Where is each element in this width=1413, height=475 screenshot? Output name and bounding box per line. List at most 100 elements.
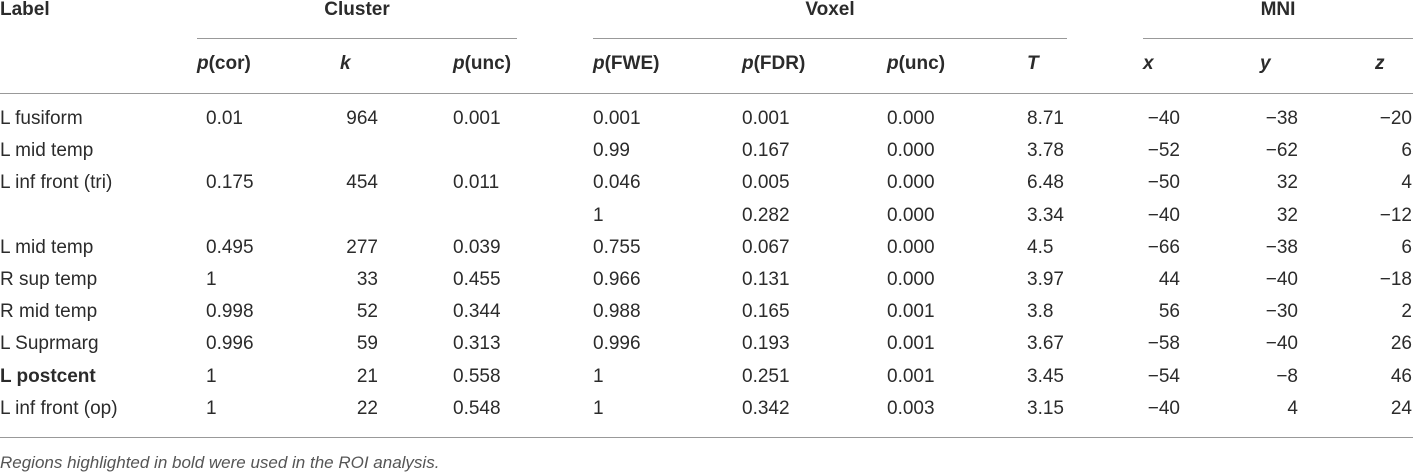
- cell: −50: [1147, 172, 1180, 194]
- column-var: p: [742, 53, 754, 74]
- cell: −20: [1379, 108, 1412, 129]
- cell: 0.003: [887, 397, 935, 419]
- cell: 454: [346, 172, 378, 194]
- cell: 3.78: [1027, 140, 1064, 162]
- cell: 2: [1401, 301, 1412, 323]
- cell: 0.165: [742, 301, 790, 323]
- cell: 0.193: [742, 333, 790, 355]
- column-header: x: [1143, 53, 1154, 75]
- cell: 1: [593, 204, 604, 226]
- group-rule: [593, 38, 1067, 39]
- group-header: Voxel: [805, 0, 855, 20]
- cell: 0.001: [593, 108, 641, 129]
- group-rule: [1143, 38, 1413, 39]
- column-var: p: [197, 53, 209, 74]
- row-label: L postcent: [0, 365, 96, 387]
- cell: 3.15: [1027, 397, 1064, 419]
- cell: −38: [1265, 236, 1298, 258]
- cell: 59: [356, 333, 378, 355]
- cell: 0.000: [887, 204, 935, 226]
- column-var: k: [340, 53, 351, 74]
- cell: −38: [1265, 108, 1298, 129]
- cell: −40: [1265, 269, 1298, 290]
- cell: 44: [1158, 269, 1180, 290]
- column-header: p(unc): [887, 53, 945, 75]
- cell: 0.039: [453, 236, 501, 258]
- cell: 0.99: [593, 140, 630, 162]
- column-suffix: (FWE): [604, 53, 660, 74]
- cell: 33: [356, 269, 378, 290]
- cell: 277: [346, 236, 378, 258]
- row-label: R sup temp: [0, 269, 98, 290]
- cell: 3.34: [1027, 204, 1064, 226]
- row-label: L Suprmarg: [0, 333, 99, 355]
- cell: 0.548: [453, 397, 501, 419]
- cell: 0.998: [206, 301, 254, 323]
- header-rule: [0, 93, 1413, 94]
- cell: −62: [1265, 140, 1298, 162]
- column-header: p(FDR): [742, 53, 805, 75]
- column-var: y: [1260, 53, 1271, 74]
- cell: 0.001: [742, 108, 790, 129]
- cell: 3.45: [1027, 365, 1064, 387]
- cell: −12: [1379, 204, 1412, 226]
- cell: −40: [1147, 108, 1180, 129]
- column-suffix: (unc): [464, 53, 512, 74]
- cell: 0.996: [593, 333, 641, 355]
- cell: 52: [356, 301, 378, 323]
- cell: 0.005: [742, 172, 790, 194]
- column-header: y: [1260, 53, 1271, 75]
- cell: 0.000: [887, 172, 935, 194]
- cell: 0.495: [206, 236, 254, 258]
- column-header: z: [1375, 53, 1385, 75]
- cell: 0.046: [593, 172, 641, 194]
- column-header: k: [340, 53, 351, 75]
- cell: 32: [1276, 172, 1298, 194]
- cell: 1: [206, 365, 217, 387]
- cell: −40: [1265, 333, 1298, 355]
- cell: 0.011: [453, 172, 500, 194]
- cell: 0.251: [742, 365, 790, 387]
- cell: 6: [1401, 236, 1412, 258]
- cell: −54: [1147, 365, 1180, 387]
- cell: 0.000: [887, 108, 935, 129]
- cell: 32: [1276, 204, 1298, 226]
- cell: 6.48: [1027, 172, 1064, 194]
- cell: −30: [1265, 301, 1298, 323]
- cell: 0.455: [453, 269, 501, 290]
- group-header: Label: [0, 0, 50, 20]
- cell: −18: [1379, 269, 1412, 290]
- column-var: p: [887, 53, 899, 74]
- cell: 6: [1401, 140, 1412, 162]
- cell: 1: [593, 397, 604, 419]
- group-header: MNI: [1260, 0, 1296, 20]
- cell: 22: [356, 397, 378, 419]
- cell: 0.001: [887, 301, 935, 323]
- cell: 0.001: [453, 108, 501, 129]
- bottom-rule: [0, 437, 1413, 438]
- cell: 4.5: [1027, 236, 1054, 258]
- cell: 3.97: [1027, 269, 1064, 290]
- cell: 0.000: [887, 140, 935, 162]
- cell: 4: [1287, 397, 1298, 419]
- cell: 0.344: [453, 301, 501, 323]
- column-suffix: (unc): [898, 53, 946, 74]
- column-var: p: [593, 53, 605, 74]
- column-suffix: (cor): [208, 53, 251, 74]
- cell: 0.313: [453, 333, 501, 355]
- cell: 24: [1390, 397, 1412, 419]
- column-var: x: [1143, 53, 1154, 74]
- cell: 46: [1390, 365, 1412, 387]
- column-header: p(unc): [453, 53, 511, 75]
- cell: 0.996: [206, 333, 254, 355]
- column-var: z: [1375, 53, 1385, 74]
- row-label: L inf front (tri): [0, 172, 113, 194]
- row-label: R mid temp: [0, 301, 98, 323]
- column-header: p(FWE): [593, 53, 659, 75]
- cell: 0.131: [742, 269, 790, 290]
- cell: 0.342: [742, 397, 790, 419]
- cell: 3.8: [1027, 301, 1054, 323]
- column-suffix: (FDR): [753, 53, 806, 74]
- cell: 0.966: [593, 269, 641, 290]
